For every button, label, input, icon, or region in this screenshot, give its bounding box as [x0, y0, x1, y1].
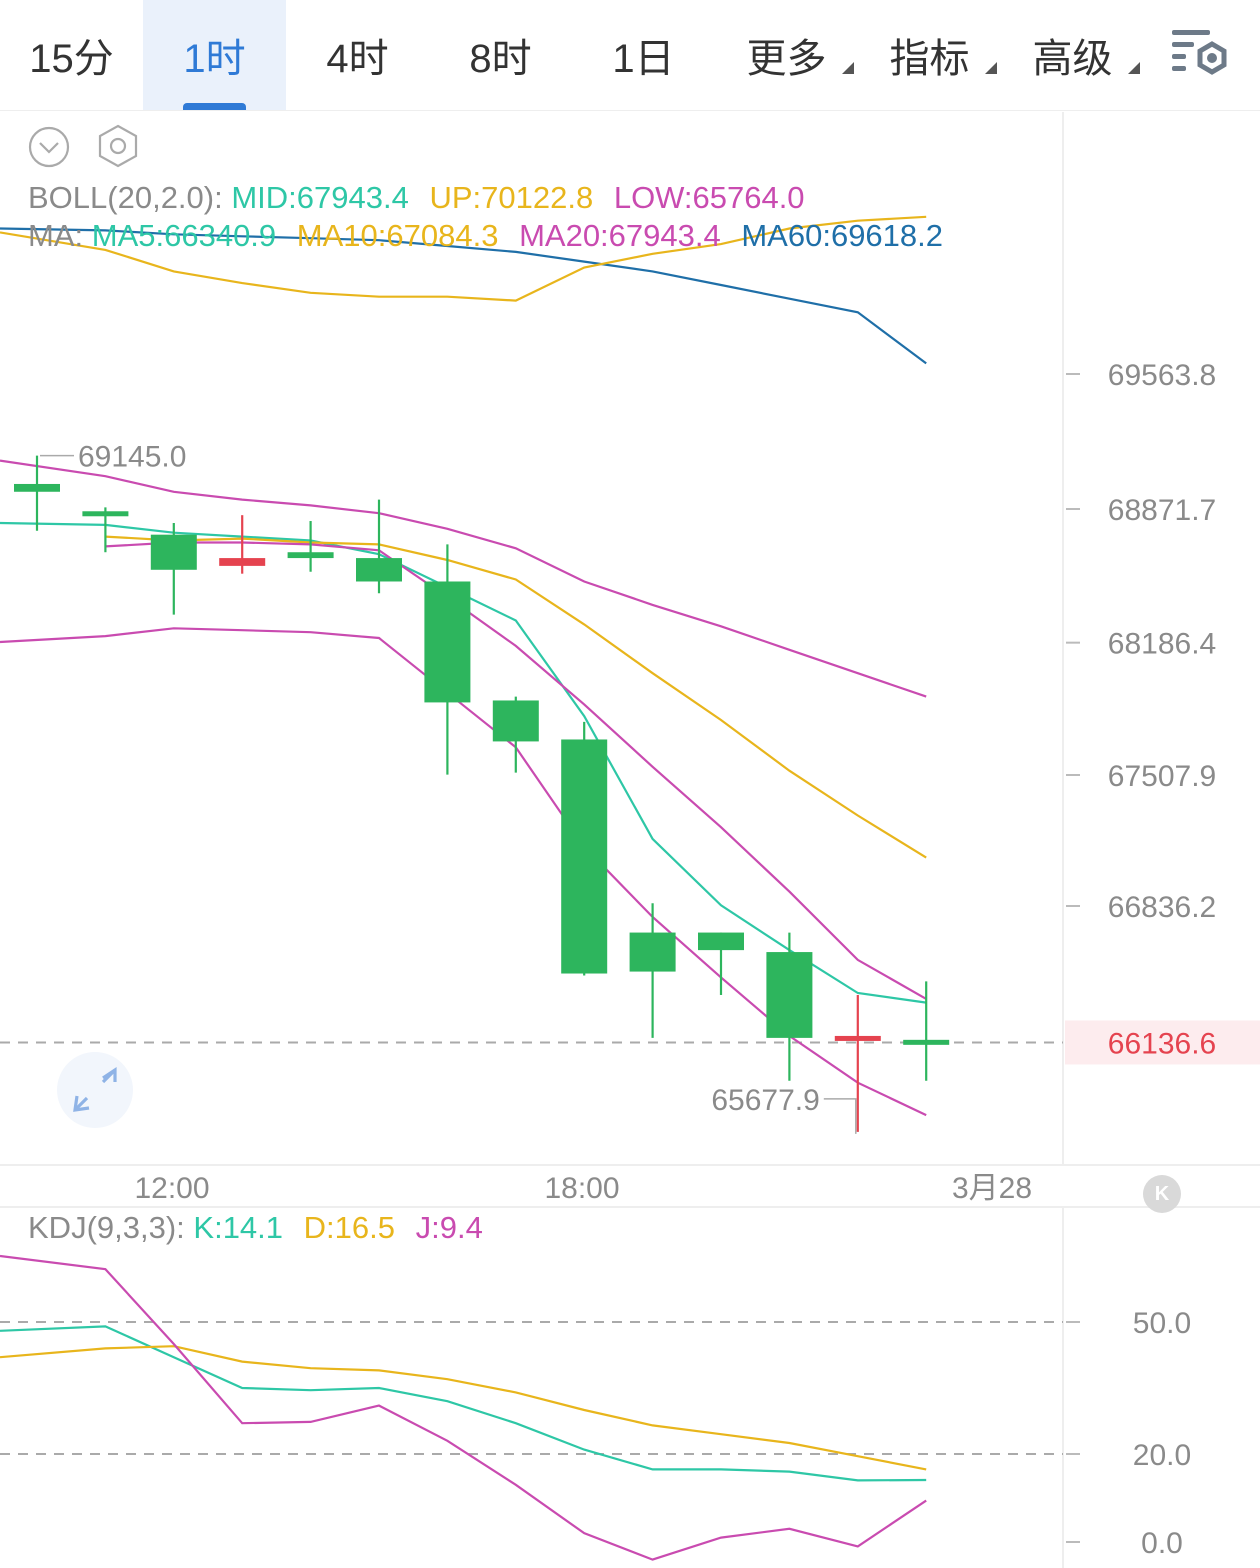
kdj-tick-label: 0.0 — [1141, 1527, 1183, 1560]
low-annotation-line — [823, 1098, 857, 1134]
boll-legend: BOLL(20,2.0): MID:67943.4 UP:70122.8 LOW… — [28, 180, 817, 216]
chart-settings-icon[interactable] — [1170, 26, 1230, 82]
kdj-series-d — [0, 1345, 927, 1471]
dropdown-triangle-icon — [1128, 62, 1140, 74]
time-tick-label: 3月28 — [952, 1172, 1032, 1205]
tab-6[interactable]: 指标 — [858, 0, 1001, 110]
candle-body — [561, 739, 608, 974]
kdj-tick-label: 50.0 — [1133, 1307, 1191, 1340]
tab-4[interactable]: 1日 — [572, 0, 715, 110]
last-price-label: 66136.6 — [1108, 1027, 1216, 1060]
tab-label: 15分 — [29, 37, 114, 81]
kdj-j-value: J:9.4 — [415, 1210, 483, 1245]
candle-body — [82, 511, 129, 517]
tab-3[interactable]: 8时 — [429, 0, 572, 110]
high-annotation-label: 69145.0 — [78, 441, 186, 474]
kdj-k-value: K:14.1 — [193, 1210, 284, 1245]
expand-arrows-icon — [73, 1067, 117, 1112]
tab-7[interactable]: 高级 — [1001, 0, 1144, 110]
tab-2[interactable]: 4时 — [286, 0, 429, 110]
candle-body — [766, 952, 813, 1038]
price-tick-label: 68871.7 — [1108, 494, 1216, 527]
low-annotation-label: 65677.9 — [711, 1084, 819, 1117]
tab-1[interactable]: 1时 — [143, 0, 286, 110]
kdj-legend-label: KDJ(9,3,3): — [28, 1210, 185, 1245]
kdj-d-value: D:16.5 — [303, 1210, 395, 1245]
boll-mid-value: MID:67943.4 — [231, 180, 409, 215]
indicator-settings-icon[interactable] — [95, 123, 141, 169]
tab-label: 1时 — [183, 37, 246, 81]
tab-label: 更多 — [746, 37, 827, 81]
tab-label: 4时 — [326, 37, 389, 81]
boll-low-value: LOW:65764.0 — [613, 180, 805, 215]
candle-body — [629, 932, 676, 972]
fullscreen-expand-button[interactable] — [57, 1052, 133, 1128]
candle-body — [698, 932, 744, 951]
candle-body — [219, 558, 266, 566]
time-tick-label: 18:00 — [544, 1172, 619, 1205]
kdj-series-j — [0, 1254, 927, 1561]
collapse-chevron-icon[interactable] — [27, 125, 71, 169]
kdj-series-k — [0, 1325, 927, 1482]
tab-label: 高级 — [1032, 37, 1113, 81]
tab-label: 指标 — [889, 37, 970, 81]
candle-body — [492, 700, 539, 742]
ma20-value: MA20:67943.4 — [519, 218, 721, 253]
series-line-ma60 — [0, 227, 927, 365]
ma-legend-label: MA: — [28, 218, 84, 253]
tab-0[interactable]: 15分 — [0, 0, 143, 110]
kdj-tick-label: 20.0 — [1133, 1439, 1191, 1472]
timeframe-tab-bar: 15分 1时 4时 8时 1日 更多 指标 高级 — [0, 0, 1260, 111]
price-tick-label: 67507.9 — [1108, 760, 1216, 793]
price-tick-label: 68186.4 — [1108, 628, 1216, 661]
candle-body — [14, 483, 60, 492]
candle-body — [356, 558, 402, 582]
dropdown-triangle-icon — [985, 62, 997, 74]
k-badge[interactable]: K — [1143, 1175, 1181, 1213]
series-line-ma-upper — [0, 215, 927, 302]
price-tick-label: 69563.8 — [1108, 359, 1216, 392]
time-tick-label: 12:00 — [134, 1172, 209, 1205]
price-tick-label: 66836.2 — [1108, 891, 1216, 924]
candle-body — [150, 534, 197, 570]
ma10-value: MA10:67084.3 — [296, 218, 499, 253]
boll-legend-label: BOLL(20,2.0): — [28, 180, 223, 215]
last-price-tag — [1065, 1020, 1260, 1065]
series-line-ma5 — [0, 521, 927, 1004]
candle-body — [424, 581, 471, 703]
tab-label: 8时 — [469, 37, 532, 81]
dropdown-triangle-icon — [842, 62, 854, 74]
ma60-value: MA60:69618.2 — [741, 218, 944, 253]
candle-body — [834, 1035, 881, 1041]
series-line-boll-up — [0, 459, 927, 698]
ma5-value: MA5:66340.9 — [91, 218, 277, 253]
candle-body — [903, 1039, 950, 1045]
kdj-legend: KDJ(9,3,3): K:14.1 D:16.5 J:9.4 — [28, 1210, 495, 1246]
boll-up-value: UP:70122.8 — [429, 180, 594, 215]
tab-label: 1日 — [612, 37, 675, 81]
candle-body — [287, 552, 334, 559]
tab-5[interactable]: 更多 — [715, 0, 858, 110]
ma-legend: MA: MA5:66340.9 MA10:67084.3 MA20:67943.… — [28, 218, 955, 254]
